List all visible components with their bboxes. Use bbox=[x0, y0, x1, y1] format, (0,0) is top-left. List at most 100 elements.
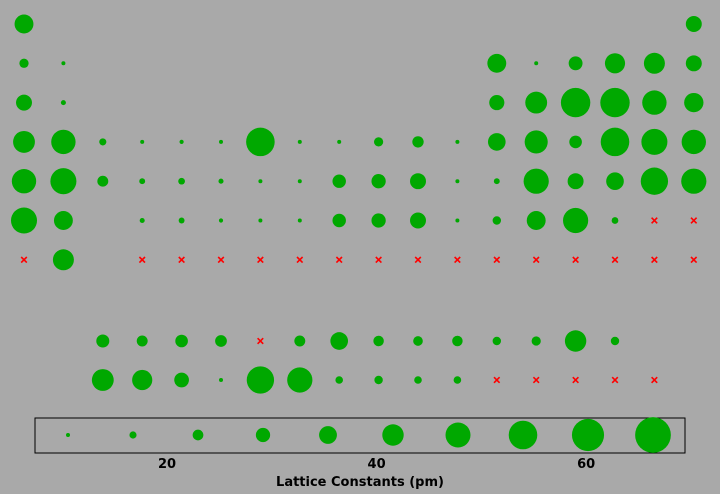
main-table-missing-marker bbox=[651, 217, 658, 224]
main-table-point bbox=[560, 87, 591, 118]
main-table-point bbox=[11, 169, 37, 194]
main-table-point bbox=[642, 90, 667, 115]
main-table-point bbox=[455, 179, 460, 184]
f-block-point bbox=[453, 376, 462, 384]
main-table-point bbox=[640, 167, 669, 195]
main-table-point bbox=[139, 217, 145, 224]
main-table-point bbox=[53, 211, 73, 230]
main-table-point bbox=[258, 218, 263, 223]
f-block-point bbox=[136, 335, 148, 347]
f-block-point bbox=[330, 332, 349, 350]
f-block-point bbox=[219, 378, 223, 382]
main-table-point bbox=[371, 213, 386, 228]
main-table-point bbox=[10, 207, 38, 234]
main-table-point bbox=[178, 177, 185, 185]
main-table-missing-marker bbox=[651, 256, 658, 264]
main-table-point bbox=[643, 52, 665, 74]
main-table-point bbox=[178, 217, 185, 224]
main-table-point bbox=[60, 100, 66, 106]
main-table-point bbox=[297, 139, 302, 144]
main-table-point bbox=[641, 128, 668, 155]
main-table-point bbox=[492, 216, 501, 225]
f-block-point bbox=[91, 369, 114, 391]
f-block-point bbox=[564, 330, 587, 352]
x-axis-label: Lattice Constants (pm) bbox=[276, 475, 444, 490]
main-table-missing-marker bbox=[454, 256, 461, 264]
main-table-missing-marker bbox=[493, 256, 501, 264]
main-table-missing-marker bbox=[611, 256, 619, 264]
main-table-point bbox=[604, 53, 626, 74]
x-axis-ticks: 20406080 bbox=[158, 457, 595, 472]
main-table-point bbox=[218, 218, 224, 223]
f-block-missing-marker bbox=[651, 376, 658, 384]
main-table-point bbox=[455, 218, 460, 223]
main-table-missing-marker bbox=[257, 256, 264, 264]
main-table-missing-marker bbox=[532, 256, 540, 264]
main-table-point bbox=[218, 178, 224, 184]
main-table-point bbox=[51, 129, 76, 155]
main-table-missing-marker bbox=[375, 256, 382, 264]
main-table-point bbox=[337, 139, 342, 144]
main-table-point bbox=[16, 94, 32, 111]
main-table-point bbox=[50, 168, 77, 195]
f-block-point bbox=[414, 376, 422, 384]
main-table-point bbox=[525, 91, 548, 114]
main-table-point bbox=[19, 58, 29, 68]
main-table-point bbox=[219, 139, 223, 144]
main-table-missing-marker bbox=[296, 256, 304, 264]
main-table-point bbox=[139, 178, 146, 185]
main-table-point bbox=[179, 139, 184, 144]
main-table-point bbox=[52, 249, 74, 271]
main-table-point bbox=[97, 175, 109, 187]
main-table-missing-marker bbox=[217, 256, 225, 264]
main-table-point bbox=[373, 137, 384, 147]
main-table-point bbox=[600, 87, 630, 118]
f-block-point bbox=[492, 336, 501, 346]
f-block-point bbox=[373, 335, 384, 347]
main-table-point bbox=[568, 56, 583, 71]
main-table-point bbox=[489, 95, 505, 111]
legend-size-marker bbox=[382, 424, 404, 446]
f-block-point bbox=[335, 376, 343, 384]
main-table-missing-marker bbox=[690, 256, 698, 264]
main-table-point bbox=[685, 55, 702, 72]
main-table-point bbox=[611, 217, 619, 224]
main-table-point bbox=[410, 212, 426, 229]
main-table-point bbox=[297, 179, 302, 184]
main-table-markers bbox=[10, 14, 707, 271]
main-table-missing-marker bbox=[572, 256, 579, 264]
main-table-point bbox=[526, 211, 546, 230]
legend-size-marker bbox=[445, 422, 471, 448]
f-block-missing-marker bbox=[572, 376, 579, 384]
main-table-point bbox=[681, 168, 707, 194]
main-table-point bbox=[685, 16, 702, 32]
main-table-point bbox=[332, 174, 346, 188]
main-table-missing-marker bbox=[414, 256, 422, 264]
size-legend bbox=[66, 417, 671, 453]
main-table-point bbox=[684, 92, 704, 113]
main-table-point bbox=[487, 53, 507, 73]
main-table-point bbox=[487, 133, 506, 151]
legend-size-marker bbox=[129, 431, 137, 439]
f-block-missing-marker bbox=[611, 376, 619, 384]
x-tick-label: 20 bbox=[158, 457, 176, 472]
main-table-point bbox=[563, 207, 589, 234]
legend-size-marker bbox=[66, 433, 70, 437]
main-table-point bbox=[13, 130, 35, 153]
legend-box bbox=[34, 417, 686, 454]
f-block-point bbox=[287, 367, 313, 393]
main-table-point bbox=[567, 173, 584, 190]
main-table-point bbox=[412, 136, 424, 148]
main-table-missing-marker bbox=[20, 256, 28, 264]
f-block-markers bbox=[91, 330, 658, 394]
main-table-point bbox=[258, 179, 263, 184]
main-table-missing-marker bbox=[178, 256, 185, 264]
legend-size-marker bbox=[635, 417, 671, 453]
legend-size-marker bbox=[571, 418, 605, 452]
main-table-point bbox=[523, 168, 549, 194]
main-table-point bbox=[297, 218, 302, 223]
f-block-point bbox=[374, 375, 383, 385]
main-table-point bbox=[140, 139, 145, 144]
f-block-point bbox=[175, 334, 188, 348]
